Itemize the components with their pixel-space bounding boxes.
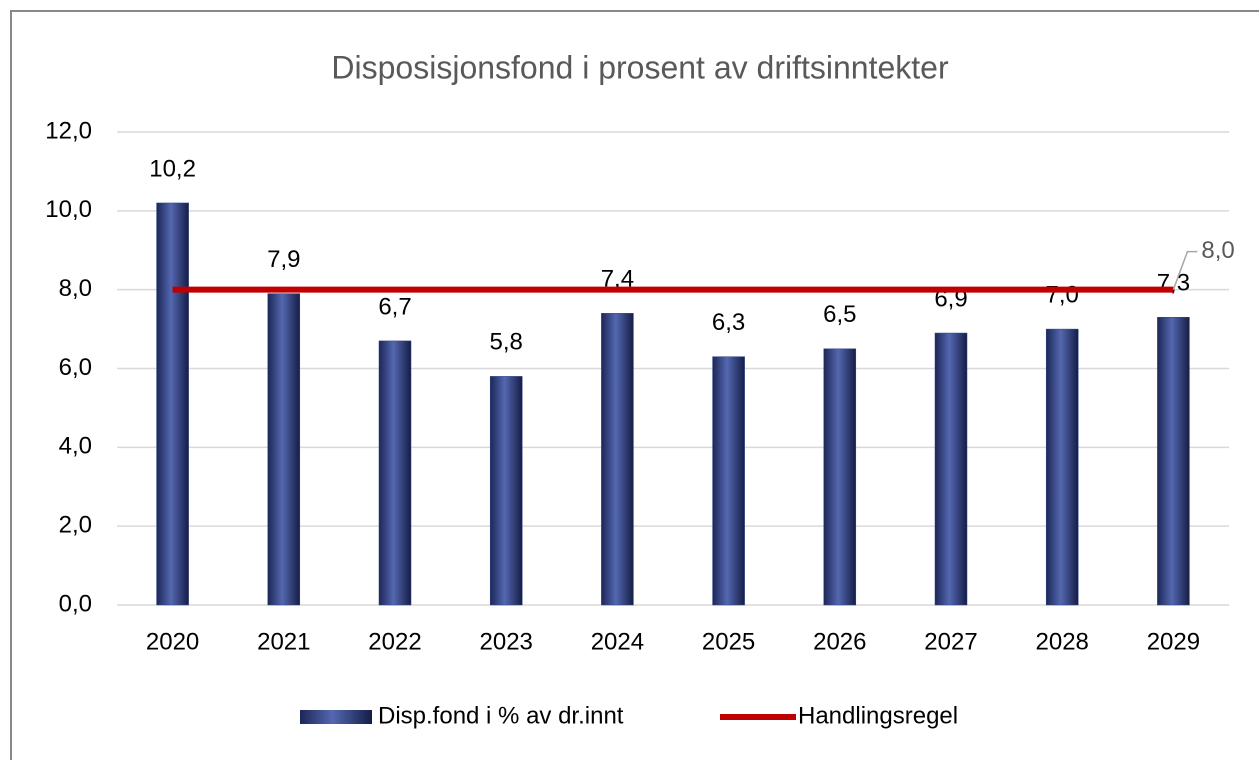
x-tick-label: 2028 (1036, 628, 1089, 655)
y-tick-label: 10,0 (45, 196, 92, 223)
legend-swatch (300, 710, 372, 724)
leader-line (1172, 250, 1198, 290)
y-tick-label: 12,0 (45, 117, 92, 144)
data-label: 8,0 (1201, 237, 1234, 264)
data-label: 7,9 (267, 246, 300, 273)
bar (823, 348, 857, 606)
bar (934, 332, 968, 606)
x-tick-label: 2021 (257, 628, 310, 655)
data-label: 6,7 (378, 293, 411, 320)
y-tick-label: 4,0 (59, 433, 92, 460)
chart-title: Disposisjonsfond i prosent av driftsinnt… (331, 49, 949, 85)
x-tick-label: 2022 (368, 628, 421, 655)
x-tick-label: 2025 (702, 628, 755, 655)
legend-label: Disp.fond i % av dr.innt (378, 702, 624, 729)
bar (1045, 328, 1079, 606)
data-label: 6,3 (712, 309, 745, 336)
data-label: 7,0 (1046, 281, 1079, 308)
data-label: 6,5 (823, 301, 856, 328)
y-tick-label: 8,0 (59, 275, 92, 302)
legend-label: Handlingsregel (798, 702, 958, 729)
bar (601, 313, 634, 606)
bar (378, 340, 412, 606)
data-label: 10,2 (149, 155, 196, 182)
y-tick-label: 0,0 (59, 590, 92, 617)
bar (156, 202, 189, 606)
bar (489, 376, 523, 606)
bar (1157, 317, 1190, 606)
x-tick-label: 2027 (924, 628, 977, 655)
x-tick-label: 2029 (1147, 628, 1200, 655)
data-label: 5,8 (490, 329, 523, 356)
y-tick-label: 6,0 (59, 354, 92, 381)
bar (712, 356, 745, 606)
x-tick-label: 2026 (813, 628, 866, 655)
bar (267, 293, 301, 606)
x-tick-label: 2023 (480, 628, 533, 655)
x-tick-label: 2024 (591, 628, 644, 655)
x-tick-label: 2020 (146, 628, 199, 655)
y-tick-label: 2,0 (59, 512, 92, 539)
